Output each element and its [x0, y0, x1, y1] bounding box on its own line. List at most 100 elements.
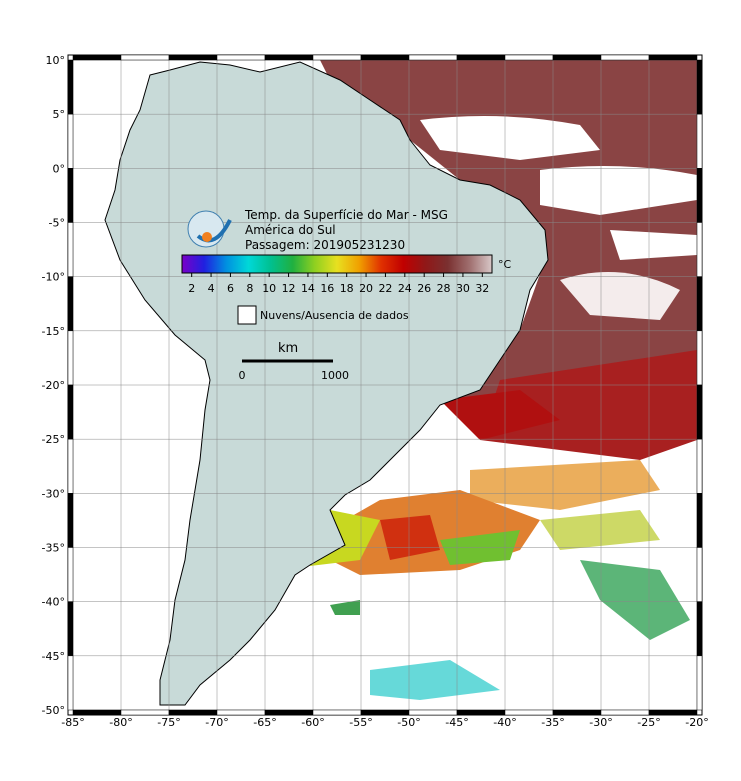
frame-segment [72, 709, 122, 716]
lat-label: -35° [42, 542, 65, 555]
lon-label: -40° [493, 716, 516, 729]
frame [67, 54, 703, 716]
frame-segment [67, 276, 74, 332]
frame-segment [696, 547, 703, 602]
frame-segment [67, 168, 74, 223]
frame-segment [552, 54, 602, 61]
axis-labels: -85° -80° -75° -70° -65° -60° -55° -50° -45° -40°… [42, 54, 709, 729]
frame-segment [312, 54, 362, 61]
colorbar-tick-label: 30 [456, 282, 470, 295]
lat-label: -10° [42, 271, 65, 284]
frame-segment [360, 709, 410, 716]
frame-segment [600, 709, 650, 716]
lon-label: -55° [349, 716, 372, 729]
frame-segment [168, 709, 218, 716]
title-line: Temp. da Superfície do Mar - MSG [244, 208, 448, 222]
legend-label: Nuvens/Ausencia de dados [260, 309, 409, 322]
frame-segment [67, 547, 74, 602]
frame-segment [264, 54, 314, 61]
frame-segment [67, 493, 74, 548]
frame-segment [408, 709, 458, 716]
colorbar-tick-label: 32 [475, 282, 489, 295]
colorbar-tick-label: 12 [282, 282, 296, 295]
logo-dot [202, 232, 212, 242]
frame-segment [552, 709, 602, 716]
frame-segment [696, 384, 703, 440]
scale-unit: km [278, 341, 298, 356]
frame-segment [67, 330, 74, 386]
frame-segment [504, 54, 554, 61]
frame-segment [696, 655, 703, 711]
colorbar-unit: °C [498, 258, 512, 271]
frame-segment [168, 54, 218, 61]
colorbar-tick-label: 26 [417, 282, 431, 295]
frame-segment [696, 59, 703, 115]
lon-label: -35° [541, 716, 564, 729]
lat-label: -5° [49, 217, 65, 230]
frame-segment [456, 54, 506, 61]
frame-segment [67, 601, 74, 657]
colorbar-tick-label: 8 [246, 282, 253, 295]
frame-segment [67, 655, 74, 711]
frame-segment [696, 113, 703, 169]
colorbar-tick-label: 28 [437, 282, 451, 295]
lon-label: -45° [445, 716, 468, 729]
scale-label: 1000 [321, 369, 349, 382]
lat-label: -25° [42, 433, 65, 446]
lat-label: -40° [42, 596, 65, 609]
frame-segment [67, 438, 74, 494]
colorbar-tick-label: 18 [340, 282, 354, 295]
colorbar-tick-label: 2 [188, 282, 195, 295]
title-line: América do Sul [245, 223, 336, 237]
colorbar-ticks: 2 4 6 8 10 12 14 16 18 20 22 24 26 28 30 32 [188, 273, 489, 295]
colorbar-tick-label: 10 [262, 282, 276, 295]
lat-label: 10° [46, 54, 66, 67]
colorbar-tick-label: 20 [359, 282, 373, 295]
scale-label: 0 [239, 369, 246, 382]
frame-segment [696, 493, 703, 548]
lon-label: -60° [301, 716, 324, 729]
frame-segment [504, 709, 554, 716]
lat-label: -45° [42, 650, 65, 663]
lon-label: -75° [157, 716, 180, 729]
frame-segment [696, 330, 703, 386]
frame-segment [67, 384, 74, 440]
lon-label: -25° [637, 716, 660, 729]
frame-segment [67, 113, 74, 169]
lon-label: -50° [397, 716, 420, 729]
frame-segment [696, 601, 703, 657]
colorbar-tick-label: 6 [227, 282, 234, 295]
lat-label: -50° [42, 704, 65, 717]
frame-segment [67, 59, 74, 115]
map-body [73, 60, 697, 710]
lon-label: -20° [685, 716, 708, 729]
colorbar [181, 254, 493, 274]
frame-segment [216, 709, 266, 716]
colorbar-tick-label: 16 [320, 282, 334, 295]
lat-label: 0° [53, 162, 66, 175]
overlay: Temp. da Superfície do Mar - MSG América… [181, 208, 512, 382]
frame-segment [696, 438, 703, 494]
lat-label: -20° [42, 379, 65, 392]
frame-segment [264, 709, 314, 716]
lon-label: -65° [253, 716, 276, 729]
colorbar-tick-label: 24 [398, 282, 412, 295]
lon-label: -85° [61, 716, 84, 729]
frame-segment [67, 222, 74, 277]
frame-segment [456, 709, 506, 716]
colorbar-tick-label: 22 [378, 282, 392, 295]
frame-segment [600, 54, 650, 61]
frame-segment [648, 709, 698, 716]
frame-segment [312, 709, 362, 716]
frame-segment [408, 54, 458, 61]
lat-label: -15° [42, 325, 65, 338]
lat-label: 5° [53, 108, 66, 121]
frame-segment [72, 54, 122, 61]
frame-segment [696, 276, 703, 332]
colorbar-tick-label: 4 [208, 282, 215, 295]
lon-label: -30° [589, 716, 612, 729]
frame-segment [360, 54, 410, 61]
frame-segment [120, 54, 170, 61]
sst-field [310, 60, 697, 700]
legend-swatch [237, 305, 257, 325]
